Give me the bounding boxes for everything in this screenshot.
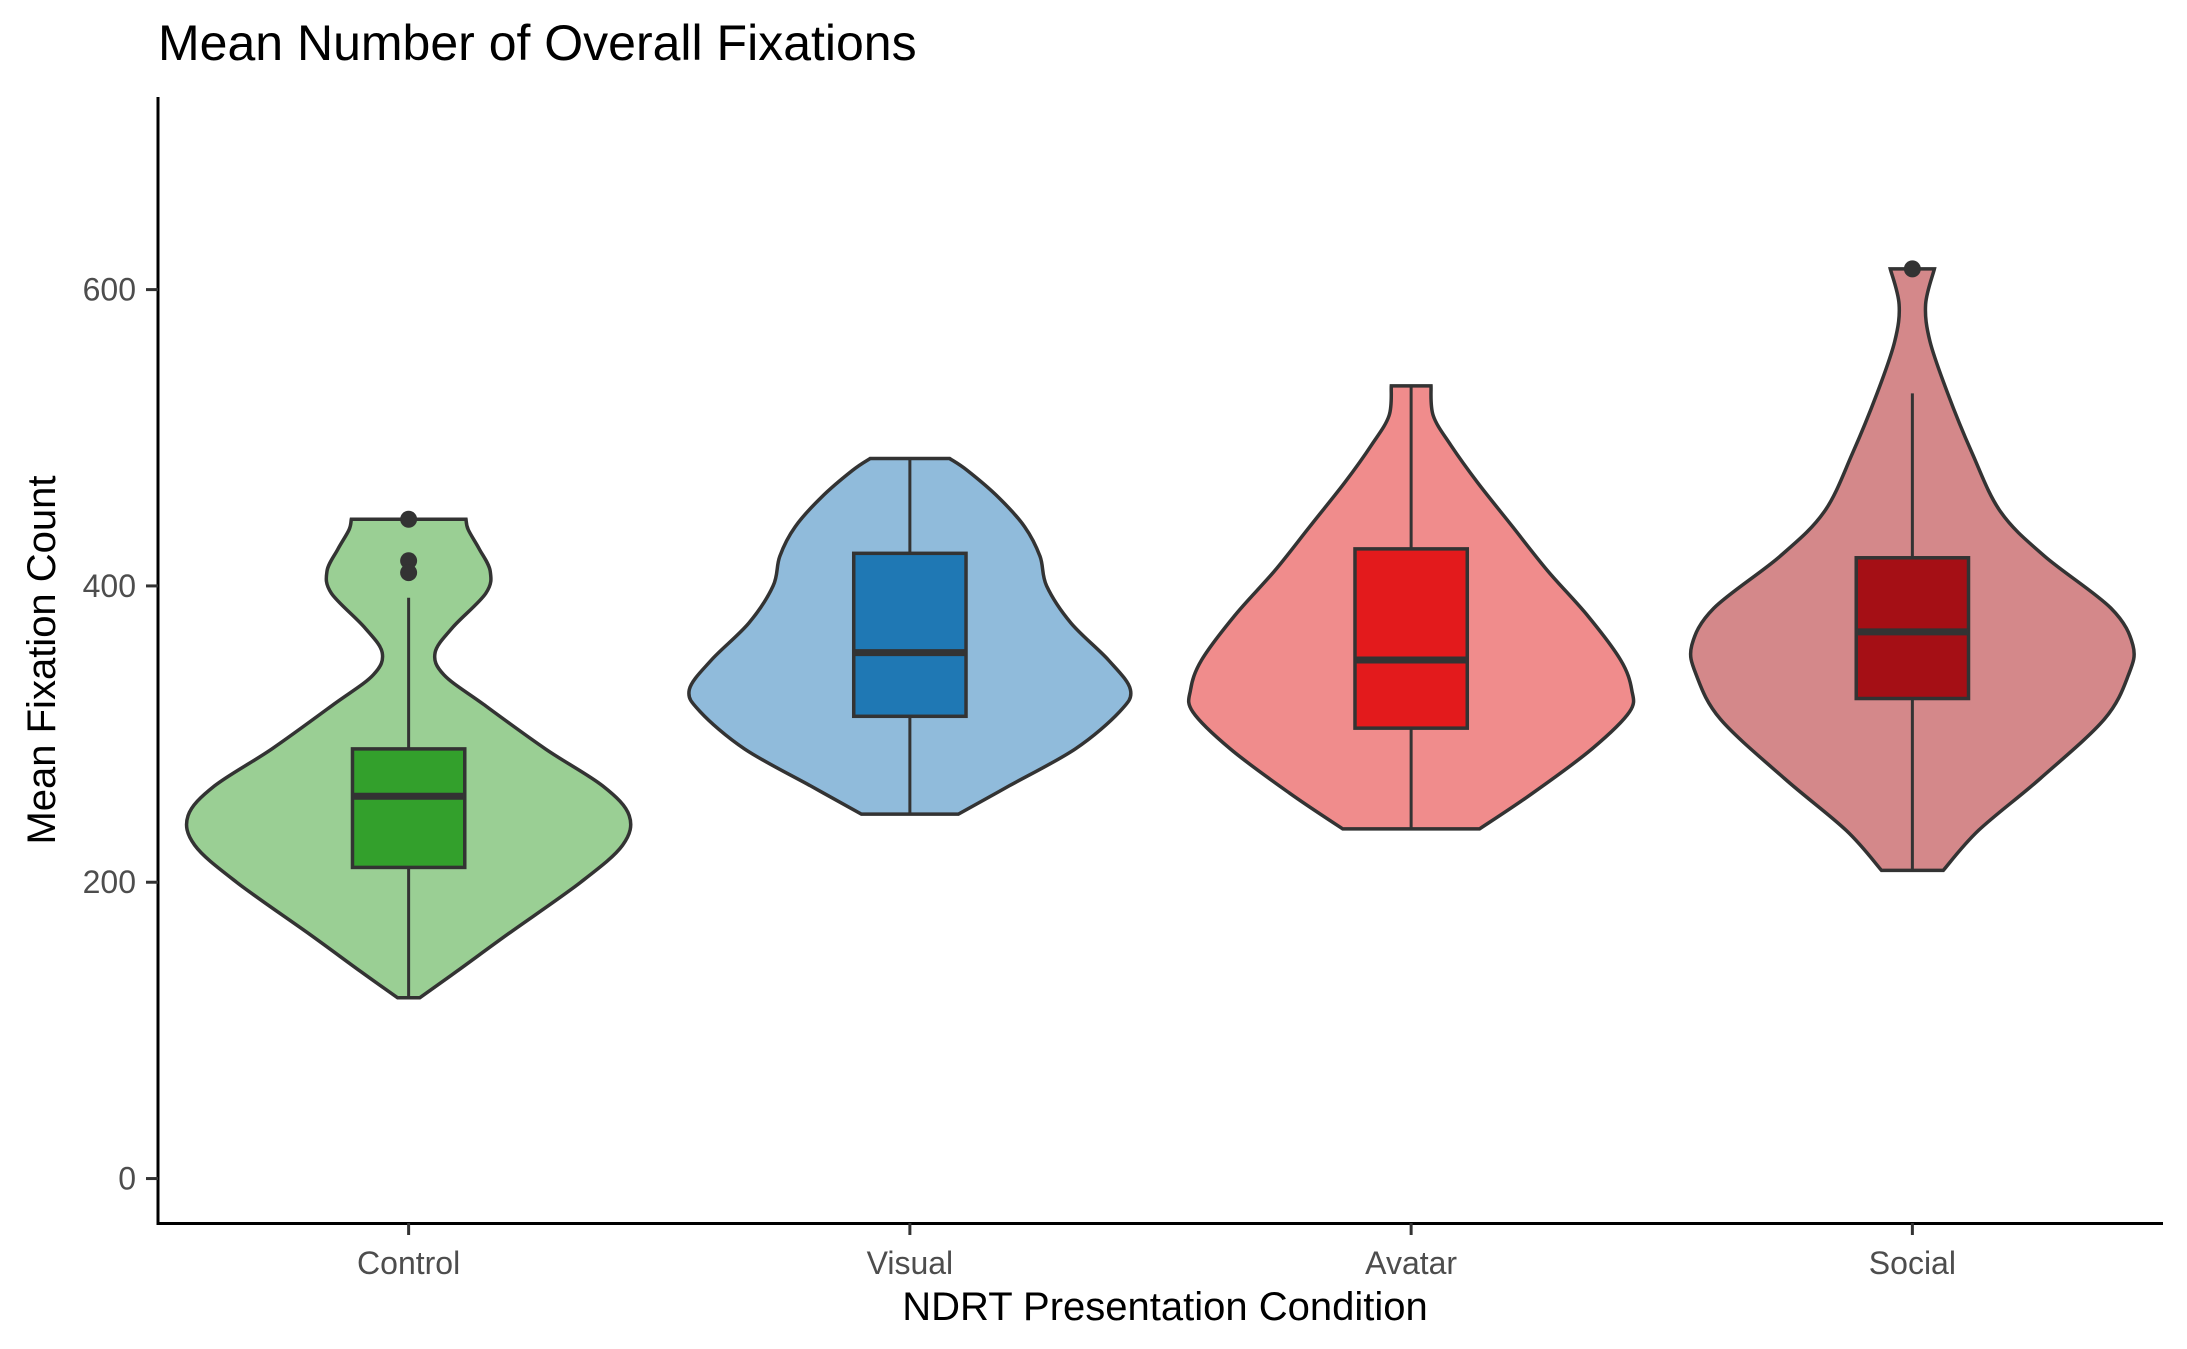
box-social <box>1854 556 1971 701</box>
y-axis-ticks: 0 200 400 600 <box>83 272 158 1197</box>
x-tick-label-avatar: Avatar <box>1365 1245 1457 1281</box>
x-tick-label-visual: Visual <box>867 1245 954 1281</box>
outlier-point-control <box>400 510 418 528</box>
x-axis-ticks: Control Visual Avatar Social <box>357 1223 1956 1281</box>
y-tick-label: 0 <box>118 1161 136 1197</box>
outlier-point-control <box>400 552 418 570</box>
violin-group-control <box>184 510 633 1000</box>
outlier-point-control <box>400 564 418 582</box>
violin-group-avatar <box>1186 384 1636 831</box>
box-avatar <box>1353 547 1470 730</box>
chart-title: Mean Number of Overall Fixations <box>158 15 917 71</box>
violin-group-social <box>1688 260 2136 873</box>
y-tick-label: 200 <box>83 864 136 900</box>
y-tick-label: 600 <box>83 272 136 308</box>
box-control <box>350 747 467 870</box>
box-visual <box>851 551 968 719</box>
x-tick-label-control: Control <box>357 1245 460 1281</box>
y-axis-title: Mean Fixation Count <box>20 475 64 844</box>
plot-area <box>184 260 2136 1000</box>
x-tick-label-social: Social <box>1869 1245 1956 1281</box>
violin-group-visual <box>687 456 1133 816</box>
outlier-point-social <box>1903 260 1921 278</box>
x-axis-title: NDRT Presentation Condition <box>902 1285 1427 1329</box>
y-tick-label: 400 <box>83 568 136 604</box>
